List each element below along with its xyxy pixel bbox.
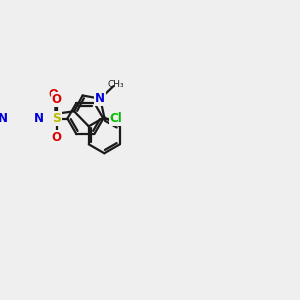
Text: N: N xyxy=(95,92,105,105)
Text: O: O xyxy=(52,131,61,144)
Text: Cl: Cl xyxy=(110,112,123,125)
Text: N: N xyxy=(34,112,44,125)
Text: CH₃: CH₃ xyxy=(107,80,124,88)
Text: O: O xyxy=(52,93,61,106)
Text: O: O xyxy=(49,88,58,101)
Text: S: S xyxy=(52,112,61,125)
Text: N: N xyxy=(0,112,8,125)
